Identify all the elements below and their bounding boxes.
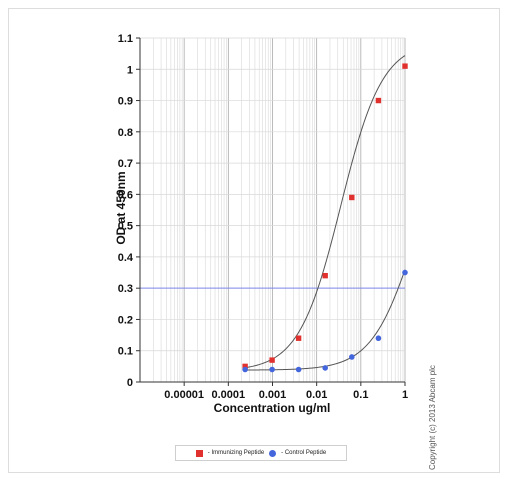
data-points bbox=[242, 63, 408, 373]
immunizing-point bbox=[295, 335, 302, 341]
x-axis-title: Concentration ug/ml bbox=[214, 401, 331, 415]
axes bbox=[136, 37, 406, 386]
y-tick-label: 0.4 bbox=[118, 252, 134, 264]
y-tick-label: 0.6 bbox=[118, 189, 133, 201]
x-tick-label: 0.1 bbox=[353, 389, 368, 401]
immunizing-point bbox=[349, 194, 355, 201]
immunizing-point bbox=[269, 357, 275, 363]
x-tick-label: 0.00001 bbox=[164, 389, 204, 401]
legend-label-immunizing: - Immunizing Peptide bbox=[207, 450, 265, 456]
copyright-notice: Copyright (c) 2013 Abcam plc bbox=[428, 365, 437, 470]
x-tick-label: 0.01 bbox=[306, 389, 327, 401]
control-point bbox=[322, 365, 328, 371]
y-tick-label: 0.9 bbox=[118, 96, 133, 108]
figure-frame bbox=[8, 8, 500, 473]
control-point bbox=[375, 335, 382, 342]
legend: - Immunizing Peptide - Control Peptide bbox=[175, 445, 347, 461]
y-tick-label: 0.5 bbox=[118, 221, 133, 233]
x-tick-label: 0.001 bbox=[259, 389, 287, 401]
y-tick-label: 1 bbox=[127, 64, 133, 76]
immunizing-point bbox=[375, 97, 382, 104]
y-tick-label: 0.2 bbox=[118, 314, 133, 326]
y-tick-label: 0.7 bbox=[118, 158, 133, 170]
y-tick-label: 1.1 bbox=[118, 33, 133, 45]
x-tick-label: 0.0001 bbox=[212, 389, 246, 401]
y-tick-label: 0.8 bbox=[118, 127, 133, 139]
tick-labels: 0 0.1 0.2 0.3 0.4 0.5 0.6 0.7 0.8 0.9 1 1.1 0.00001 0… bbox=[118, 33, 408, 401]
y-tick-label: 0 bbox=[127, 377, 133, 389]
legend-square-icon bbox=[195, 449, 203, 457]
immunizing-point bbox=[322, 272, 328, 279]
immunizing-point bbox=[242, 363, 248, 370]
control-point bbox=[242, 366, 248, 373]
y-tick-label: 0.1 bbox=[118, 346, 133, 358]
grid bbox=[139, 37, 406, 383]
legend-circle-icon bbox=[269, 449, 277, 457]
control-point bbox=[349, 354, 355, 360]
y-axis-title: OD at 450nm bbox=[114, 171, 128, 244]
immunizing-point bbox=[402, 63, 408, 69]
control-point bbox=[295, 366, 302, 373]
legend-label-control: - Control Peptide bbox=[281, 450, 327, 456]
x-tick-label: 1 bbox=[402, 389, 408, 401]
control-point bbox=[269, 366, 275, 373]
y-tick-label: 0.3 bbox=[118, 283, 133, 295]
control-point bbox=[402, 269, 408, 276]
